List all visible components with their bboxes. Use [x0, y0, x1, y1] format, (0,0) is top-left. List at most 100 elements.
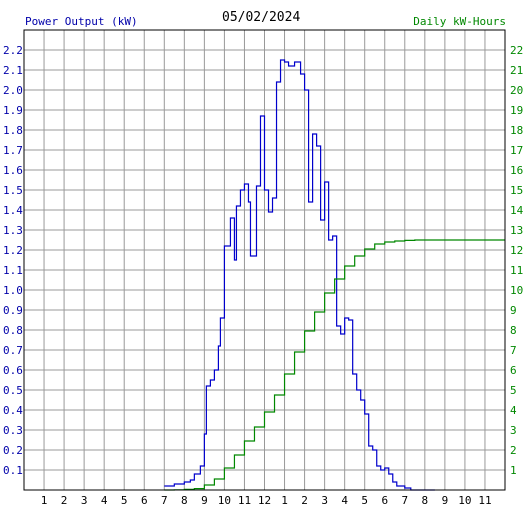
daily-kwh-point [194, 488, 195, 489]
daily-kwh-point [264, 411, 265, 412]
x-tick-label: 8 [422, 494, 429, 507]
power-output-point [404, 487, 405, 488]
power-output-point [368, 445, 369, 446]
power-output-point [236, 205, 237, 206]
y-right-tick-label: 6 [510, 364, 517, 377]
power-output-point [214, 369, 215, 370]
x-tick-label: 10 [458, 494, 471, 507]
y-left-tick-label: 1.4 [3, 204, 23, 217]
power-output-point [396, 485, 397, 486]
power-output-point [234, 259, 235, 260]
power-output-point [194, 473, 195, 474]
series-daily-kwh-line [164, 239, 505, 491]
y-left-tick-label: 0.1 [3, 464, 23, 477]
daily-kwh-point [424, 239, 425, 240]
power-output-point [336, 325, 337, 326]
power-output-point [220, 317, 221, 318]
x-tick-label: 9 [442, 494, 449, 507]
y-left-tick-label: 1.1 [3, 264, 23, 277]
power-output-point [316, 145, 317, 146]
daily-kwh-point [294, 351, 295, 352]
daily-kwh-point [304, 330, 305, 331]
power-output-point [264, 189, 265, 190]
power-output-point [384, 467, 385, 468]
x-tick-label: 11 [478, 494, 491, 507]
power-output-point [364, 413, 365, 414]
y-left-tick-label: 1.8 [3, 124, 23, 137]
power-output-point [348, 319, 349, 320]
y-left-tick-label: 2.1 [3, 64, 23, 77]
y-left-tick-label: 0.7 [3, 344, 23, 357]
x-tick-label: 5 [121, 494, 128, 507]
daily-kwh-point [274, 394, 275, 395]
y-left-tick-label: 1.9 [3, 104, 23, 117]
power-output-point [248, 201, 249, 202]
power-output-point [174, 483, 175, 484]
daily-kwh-point [334, 278, 335, 279]
power-output-point [204, 433, 205, 434]
y-left-tick-label: 0.6 [3, 364, 23, 377]
x-tick-label: 3 [321, 494, 328, 507]
y-right-tick-label: 2 [510, 444, 517, 457]
power-output-point [164, 485, 165, 486]
energy-axis-title: Daily kW-Hours [413, 15, 506, 28]
y-right-tick-label: 11 [510, 264, 523, 277]
chart-grid [24, 30, 505, 490]
series-power-output-line [164, 59, 435, 491]
daily-kwh-point [204, 484, 205, 485]
power-output-point [250, 255, 251, 256]
y-right-tick-label: 1 [510, 464, 517, 477]
chart-date-title: 05/02/2024 [222, 10, 301, 25]
chart-axes: 0.1 0.2 0.3 0.4 0.5 0.6 0.7 0.8 0.9 1.0 1.1 1.2 1.3 1… [3, 29, 524, 507]
power-output-point [300, 73, 301, 74]
power-output-point [190, 479, 191, 480]
power-output-point [224, 245, 225, 246]
daily-kwh-point [414, 239, 415, 240]
y-right-tick-label: 5 [510, 384, 517, 397]
x-tick-label: 6 [381, 494, 388, 507]
power-output-point [352, 373, 353, 374]
y-right-tick-label: 15 [510, 184, 523, 197]
daily-kwh-point [394, 240, 395, 241]
x-tick-label: 4 [341, 494, 348, 507]
x-tick-label: 12 [258, 494, 271, 507]
y-left-tick-label: 1.5 [3, 184, 23, 197]
x-tick-label: 7 [161, 494, 168, 507]
power-output-point [206, 385, 207, 386]
daily-kwh-point [464, 239, 465, 240]
daily-kwh-point [214, 478, 215, 479]
y-right-tick-label: 21 [510, 64, 523, 77]
y-right-tick-label: 10 [510, 284, 523, 297]
y-left-tick-label: 2.2 [3, 44, 23, 57]
y-left-tick-label: 1.6 [3, 164, 23, 177]
daily-kwh-point [364, 248, 365, 249]
x-tick-label: 10 [218, 494, 231, 507]
power-output-point [280, 59, 281, 60]
power-axis-title: Power Output (kW) [25, 15, 138, 28]
x-tick-label: 2 [61, 494, 68, 507]
y-right-tick-label: 7 [510, 344, 517, 357]
x-tick-label: 7 [401, 494, 408, 507]
power-output-point [284, 61, 285, 62]
y-right-tick-label: 18 [510, 124, 523, 137]
power-output-point [268, 211, 269, 212]
y-left-tick-label: 0.5 [3, 384, 23, 397]
x-tick-label: 4 [101, 494, 108, 507]
power-output-point [372, 449, 373, 450]
x-tick-label: 6 [141, 494, 148, 507]
x-tick-label: 5 [361, 494, 368, 507]
daily-kwh-point [444, 239, 445, 240]
y-left-tick-label: 0.4 [3, 404, 23, 417]
x-tick-label: 1 [281, 494, 288, 507]
y-left-tick-label: 1.2 [3, 244, 23, 257]
power-output-point [272, 197, 273, 198]
power-output-point [392, 481, 393, 482]
y-right-tick-label: 20 [510, 84, 523, 97]
y-right-tick-label: 12 [510, 244, 523, 257]
daily-kwh-point [244, 440, 245, 441]
daily-kwh-point [314, 311, 315, 312]
daily-kwh-point [344, 265, 345, 266]
power-output-point [320, 219, 321, 220]
y-right-tick-label: 17 [510, 144, 523, 157]
power-output-point [380, 469, 381, 470]
